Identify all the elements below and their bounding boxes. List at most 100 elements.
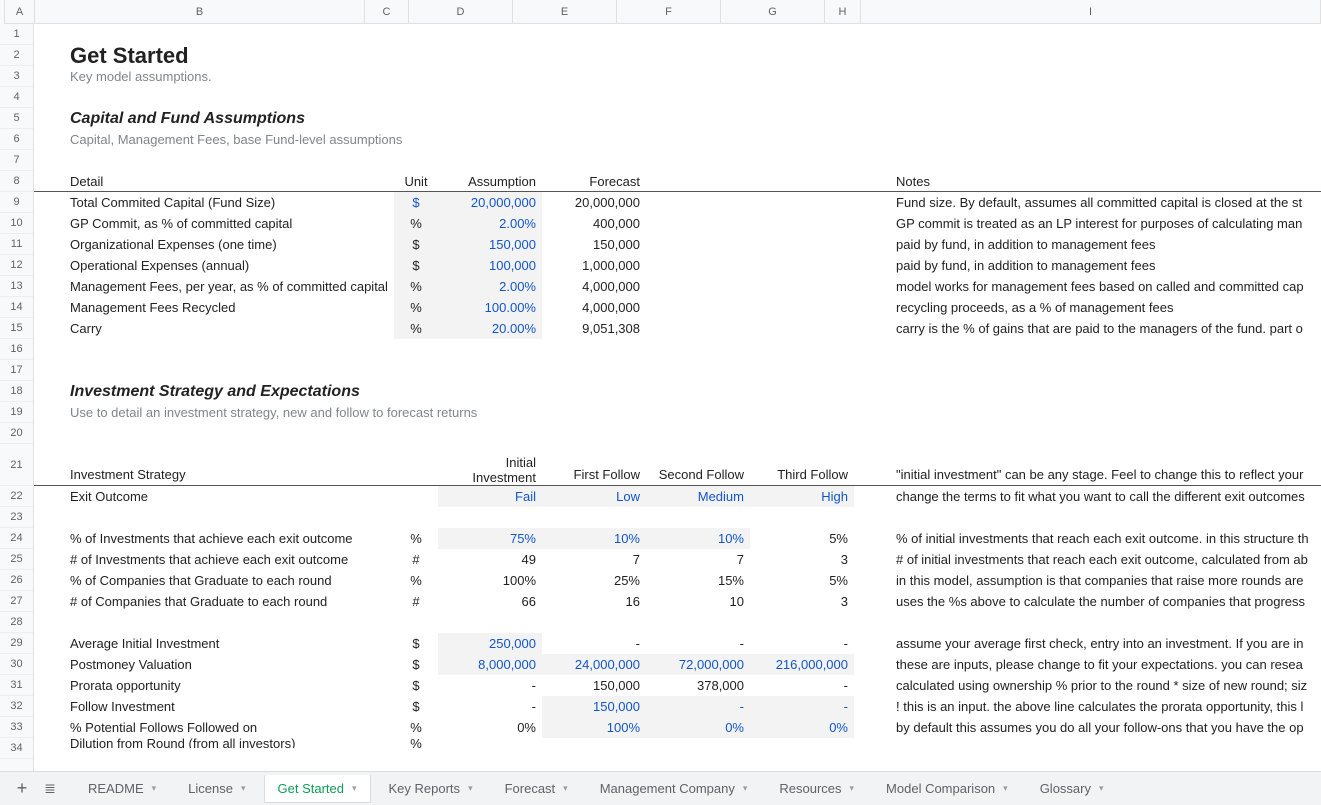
unit-cell[interactable]: # (394, 591, 438, 612)
notes-cell[interactable]: calculated using ownership % prior to th… (890, 675, 1321, 696)
cell[interactable] (34, 129, 64, 150)
cell[interactable] (34, 612, 64, 633)
row-header[interactable]: 4 (0, 87, 33, 108)
row-header[interactable]: 30 (0, 654, 33, 675)
value-cell[interactable]: 0% (750, 717, 854, 738)
value-cell[interactable]: - (750, 633, 854, 654)
section-sub[interactable]: Use to detail an investment strategy, ne… (64, 402, 394, 423)
cell[interactable] (890, 402, 1321, 423)
cell[interactable] (34, 318, 64, 339)
value-cell[interactable]: 72,000,000 (646, 654, 750, 675)
cell[interactable] (438, 507, 542, 528)
detail-label[interactable]: GP Commit, as % of committed capital (64, 213, 394, 234)
row-header[interactable]: 28 (0, 612, 33, 633)
row-header[interactable]: 32 (0, 696, 33, 717)
cell[interactable] (394, 129, 438, 150)
value-cell[interactable]: 3 (750, 591, 854, 612)
cell[interactable] (890, 24, 1321, 45)
cell[interactable] (542, 24, 646, 45)
row-header[interactable]: 33 (0, 717, 33, 738)
cell[interactable] (542, 381, 646, 402)
cell[interactable] (34, 213, 64, 234)
value-cell[interactable]: - (646, 633, 750, 654)
unit-cell[interactable]: $ (394, 654, 438, 675)
row-header[interactable]: 15 (0, 318, 33, 339)
value-cell[interactable]: 378,000 (646, 675, 750, 696)
cell[interactable] (64, 150, 394, 171)
detail-label[interactable]: Follow Investment (64, 696, 394, 717)
detail-label[interactable]: Prorata opportunity (64, 675, 394, 696)
notes-cell[interactable]: Fund size. By default, assumes all commi… (890, 192, 1321, 213)
row-header[interactable]: 12 (0, 255, 33, 276)
detail-label[interactable]: Total Commited Capital (Fund Size) (64, 192, 394, 213)
chevron-down-icon[interactable]: ▾ (152, 783, 157, 794)
value-cell[interactable]: 216,000,000 (750, 654, 854, 675)
cell[interactable] (854, 150, 890, 171)
assumption-cell[interactable]: 100.00% (438, 297, 542, 318)
value-cell[interactable]: 66 (438, 591, 542, 612)
cell[interactable] (34, 654, 64, 675)
cell[interactable] (34, 339, 64, 360)
section-heading[interactable]: Investment Strategy and Expectations (64, 381, 394, 402)
cell[interactable] (438, 66, 542, 87)
row-header[interactable]: 31 (0, 675, 33, 696)
section-sub[interactable]: Capital, Management Fees, base Fund-leve… (64, 129, 394, 150)
exit-outcome[interactable]: Medium (646, 486, 750, 507)
sheet-tab[interactable]: Management Company▾ (586, 775, 762, 803)
notes-cell[interactable]: by default this assumes you do all your … (890, 717, 1321, 738)
forecast-cell[interactable]: 1,000,000 (542, 255, 646, 276)
cell[interactable] (394, 486, 438, 507)
cell[interactable] (542, 129, 646, 150)
forecast-cell[interactable]: 400,000 (542, 213, 646, 234)
cell[interactable] (750, 87, 854, 108)
cell[interactable] (646, 192, 750, 213)
chevron-down-icon[interactable]: ▾ (468, 783, 473, 794)
cell[interactable] (646, 339, 750, 360)
notes-cell[interactable]: "initial investment" can be any stage. F… (890, 444, 1321, 486)
cell[interactable] (854, 570, 890, 591)
value-cell[interactable]: 250,000 (438, 633, 542, 654)
cell[interactable] (394, 381, 438, 402)
cell[interactable] (646, 45, 750, 66)
value-cell[interactable]: - (438, 675, 542, 696)
cell[interactable] (750, 234, 854, 255)
col-header[interactable]: Investment Strategy (64, 444, 394, 486)
detail-label[interactable]: # of Companies that Graduate to each rou… (64, 591, 394, 612)
row-header[interactable]: 13 (0, 276, 33, 297)
assumption-cell[interactable]: 150,000 (438, 234, 542, 255)
cell[interactable] (750, 360, 854, 381)
row-header[interactable]: 22 (0, 486, 33, 507)
row-header[interactable]: 5 (0, 108, 33, 129)
notes-cell[interactable]: ! this is an input. the above line calcu… (890, 696, 1321, 717)
cell[interactable] (750, 381, 854, 402)
row-header[interactable]: 29 (0, 633, 33, 654)
cell[interactable] (854, 192, 890, 213)
detail-label[interactable]: Organizational Expenses (one time) (64, 234, 394, 255)
value-cell[interactable]: 8,000,000 (438, 654, 542, 675)
chevron-down-icon[interactable]: ▾ (1003, 783, 1008, 794)
forecast-cell[interactable]: 4,000,000 (542, 297, 646, 318)
assumption-cell[interactable]: 100,000 (438, 255, 542, 276)
value-cell[interactable]: 24,000,000 (542, 654, 646, 675)
detail-label[interactable]: Dilution from Round (from all investors) (64, 738, 394, 748)
cell[interactable] (34, 738, 64, 748)
value-cell[interactable]: - (750, 696, 854, 717)
cell[interactable] (438, 87, 542, 108)
value-cell[interactable]: 3 (750, 549, 854, 570)
row-header[interactable]: 6 (0, 129, 33, 150)
cell[interactable] (750, 108, 854, 129)
cell[interactable] (646, 129, 750, 150)
cell[interactable] (34, 87, 64, 108)
unit-cell[interactable]: % (394, 570, 438, 591)
notes-cell[interactable]: change the terms to fit what you want to… (890, 486, 1321, 507)
row-header[interactable]: 25 (0, 549, 33, 570)
cell[interactable] (646, 171, 750, 192)
cell[interactable] (854, 675, 890, 696)
cell[interactable] (854, 423, 890, 444)
value-cell[interactable]: 75% (438, 528, 542, 549)
assumption-cell[interactable]: 20,000,000 (438, 192, 542, 213)
cell[interactable] (854, 297, 890, 318)
chevron-down-icon[interactable]: ▾ (743, 783, 748, 794)
cell[interactable] (750, 297, 854, 318)
detail-label[interactable]: Exit Outcome (64, 486, 394, 507)
